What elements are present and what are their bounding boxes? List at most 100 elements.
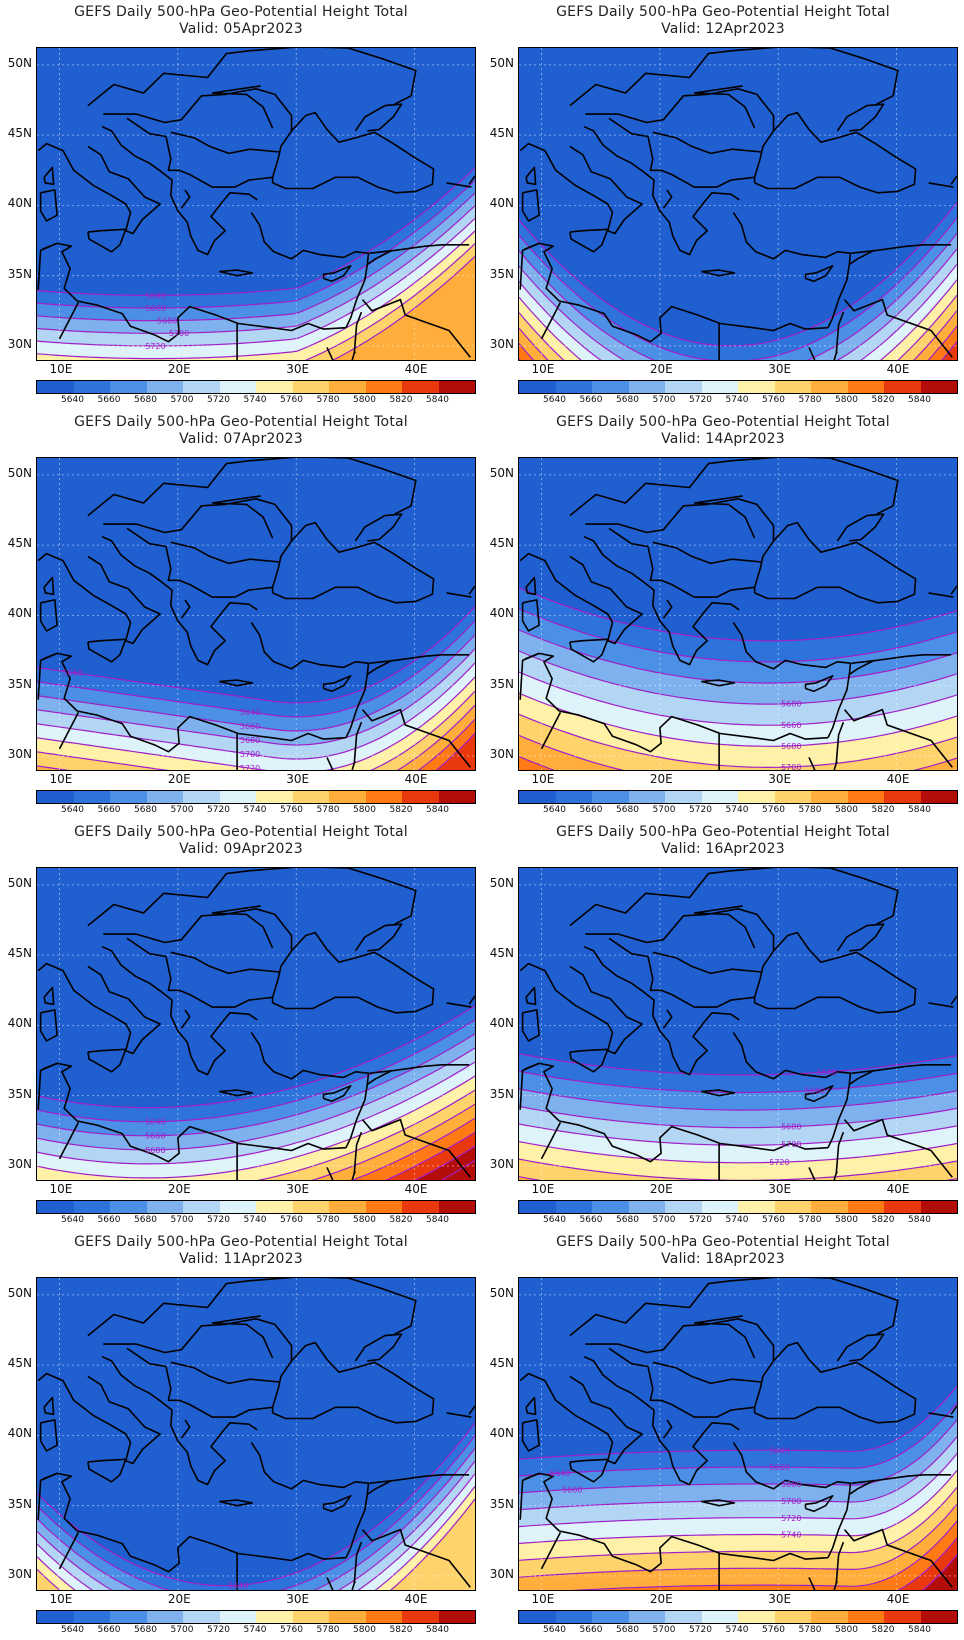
colorbar-label: 5820 — [871, 1215, 895, 1225]
lon-tick-label: 20E — [649, 772, 673, 786]
contour-line — [37, 1460, 475, 1590]
colorbar-swatch — [701, 381, 738, 393]
colorbar-swatch — [365, 1201, 402, 1213]
colorbar-label: 5760 — [280, 1625, 303, 1635]
contour-label: 5700 — [169, 329, 189, 338]
colorbar-swatch — [292, 1201, 329, 1213]
field-band — [37, 243, 475, 360]
lat-tick-label: 30N — [7, 336, 32, 351]
field-band — [519, 1537, 957, 1590]
colorbar-label: 5660 — [579, 805, 603, 815]
height-field-map: 564056605640566056805700572057405760 — [519, 1278, 957, 1590]
lat-tick-label: 30N — [489, 746, 514, 761]
contour-label: 5680 — [781, 1123, 801, 1132]
colorbar-label: 5680 — [134, 395, 157, 405]
colorbar-label: 5820 — [389, 1625, 413, 1635]
contour-label: 5660 — [62, 669, 82, 678]
lat-tick-label: 50N — [489, 875, 514, 890]
map-panel: GEFS Daily 500-hPa Geo-Potential Height … — [482, 0, 964, 410]
contour-line — [519, 1088, 957, 1111]
contour-label: 5680 — [240, 736, 260, 745]
colorbar-label: 5840 — [908, 1215, 931, 1225]
colorbar-label: 5640 — [61, 805, 84, 815]
lat-tick-label: 35N — [489, 1496, 514, 1511]
contour-line — [519, 1158, 957, 1180]
lat-tick-label: 45N — [7, 126, 32, 141]
colorbar-swatch — [701, 1611, 738, 1623]
contour-line — [519, 1053, 957, 1076]
contour-line — [519, 1436, 957, 1511]
colorbar-swatch — [73, 381, 110, 393]
colorbar-swatch — [920, 791, 957, 803]
panel-title: GEFS Daily 500-hPa Geo-Potential Height … — [556, 824, 890, 840]
colorbar-label: 5840 — [908, 1625, 931, 1635]
lat-tick-label: 35N — [7, 1086, 32, 1101]
coastlines-borders — [37, 458, 475, 770]
height-field-map: 5640 5660 5680 5700 5720 — [519, 868, 957, 1180]
panel-valid-date: Valid: 16Apr2023 — [661, 841, 785, 857]
colorbar-label: 5760 — [280, 395, 303, 405]
colorbar-label: 5840 — [426, 1215, 449, 1225]
colorbar-label: 5740 — [243, 1215, 267, 1225]
colorbar-swatch — [402, 1201, 439, 1213]
colorbar-label: 5800 — [835, 805, 858, 815]
contour-line — [37, 634, 475, 732]
contour-line — [519, 650, 957, 705]
colorbar — [36, 790, 476, 804]
colorbar-label: 5800 — [353, 1215, 376, 1225]
colorbar-label: 5640 — [61, 1215, 84, 1225]
lat-tick-label: 45N — [7, 536, 32, 551]
colorbar-label: 5680 — [134, 805, 157, 815]
lon-tick-label: 40E — [886, 1182, 910, 1196]
panel-title: GEFS Daily 500-hPa Geo-Potential Height … — [556, 414, 890, 430]
colorbar-label: 5660 — [579, 395, 603, 405]
contour-label: 5720 — [240, 764, 260, 770]
colorbar-label: 5720 — [689, 1215, 712, 1225]
colorbar-swatch — [665, 381, 702, 393]
lat-tick-label: 35N — [489, 266, 514, 281]
colorbar-swatch — [774, 381, 811, 393]
height-field-map — [519, 48, 957, 360]
contour-label: 5640 — [769, 1446, 789, 1455]
colorbar-swatch — [628, 791, 665, 803]
colorbar-swatch — [219, 1611, 256, 1623]
lon-tick-label: 40E — [404, 1182, 428, 1196]
colorbar-swatch — [146, 791, 183, 803]
lat-tick-label: 45N — [489, 126, 514, 141]
lat-tick-label: 35N — [7, 266, 32, 281]
contour-line — [37, 230, 475, 360]
map-plot-area — [518, 47, 958, 361]
colorbar-swatch — [920, 1201, 957, 1213]
field-band — [37, 662, 475, 770]
lon-tick-label: 40E — [404, 362, 428, 376]
colorbar-swatch — [146, 1611, 183, 1623]
map-panel: GEFS Daily 500-hPa Geo-Potential Height … — [0, 410, 482, 820]
field-band — [519, 1159, 957, 1180]
colorbar-label: 5700 — [170, 805, 194, 815]
contour-line — [37, 1448, 475, 1590]
colorbar-label: 5660 — [97, 395, 121, 405]
contour-label: 5680 — [157, 317, 177, 326]
colorbar-swatch — [628, 1201, 665, 1213]
lat-tick-label: 50N — [489, 55, 514, 70]
colorbar-label: 5720 — [689, 395, 712, 405]
contour-label: 5640 — [240, 708, 260, 717]
height-field-map: 5640 5660 5680 — [37, 868, 475, 1180]
contour-line — [519, 1453, 957, 1528]
lon-tick-label: 20E — [167, 772, 191, 786]
panel-title: GEFS Daily 500-hPa Geo-Potential Height … — [74, 4, 408, 20]
lon-tick-label: 30E — [768, 772, 792, 786]
colorbar-label: 5680 — [616, 395, 639, 405]
contour-line — [519, 279, 957, 360]
colorbar-swatch — [665, 1611, 702, 1623]
contour-line — [519, 263, 957, 360]
field-band — [37, 231, 475, 360]
colorbar-swatch — [438, 1611, 475, 1623]
lat-tick-label: 35N — [489, 1086, 514, 1101]
colorbar-label: 5800 — [835, 1625, 858, 1635]
colorbar-swatch — [519, 1611, 556, 1623]
lat-tick-label: 40N — [7, 196, 32, 211]
colorbar-label: 5720 — [207, 1215, 230, 1225]
colorbar-label: 5840 — [426, 805, 449, 815]
